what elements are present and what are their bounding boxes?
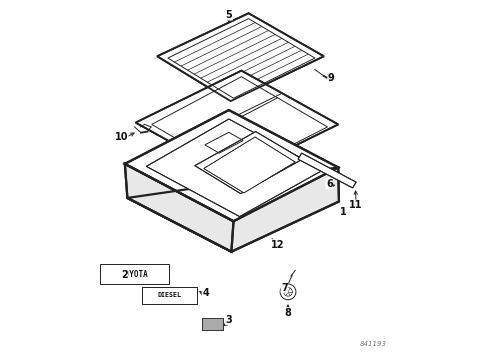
Polygon shape [125,164,234,252]
Text: 2: 2 [122,270,128,280]
Polygon shape [125,110,338,221]
Text: 9: 9 [328,73,335,83]
Text: DIESEL: DIESEL [157,292,181,298]
FancyBboxPatch shape [142,287,197,304]
FancyBboxPatch shape [202,319,223,330]
Polygon shape [157,13,324,101]
Text: 11: 11 [349,200,363,210]
Text: 3: 3 [225,315,232,325]
Text: 10: 10 [115,132,128,142]
Text: 12: 12 [270,239,284,249]
Circle shape [284,288,293,296]
Polygon shape [298,153,356,188]
Polygon shape [195,132,302,194]
FancyBboxPatch shape [100,264,169,284]
Text: 5: 5 [225,10,232,20]
Polygon shape [147,119,323,217]
Text: 1: 1 [340,207,347,217]
Text: 7: 7 [281,283,288,293]
Text: TOYOTA: TOYOTA [121,270,148,279]
Text: 4: 4 [202,288,209,298]
Polygon shape [127,167,339,252]
Polygon shape [136,71,338,176]
Text: 6: 6 [326,179,333,189]
Text: 841193: 841193 [360,341,387,347]
Text: 8: 8 [285,308,292,318]
Circle shape [280,284,296,300]
Polygon shape [204,137,295,193]
